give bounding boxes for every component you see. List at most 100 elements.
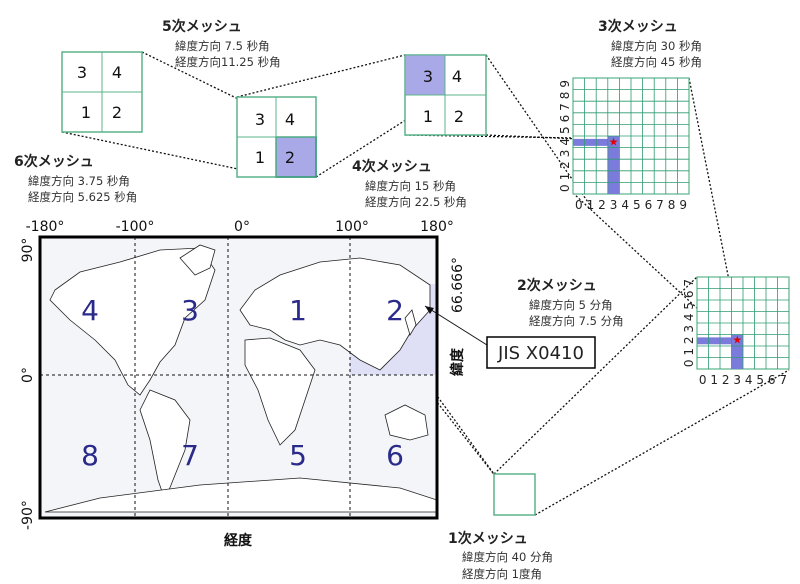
mesh3-lon: 経度方向 45 秒角 [611,55,702,69]
row-tick: 7 [682,279,696,287]
mesh6-grid: 3 4 1 2 [61,51,143,133]
arrow-icon [425,306,434,314]
callout-pointer [424,305,488,346]
mesh5-grid: 3 4 1 2 [236,96,317,178]
continents [44,244,438,513]
zone-label: 6 [386,439,404,472]
mesh6-cell: 4 [112,63,122,82]
row-tick: 5 [558,126,572,134]
row-tick: 3 [682,325,696,333]
row-tick: 2 [558,161,572,169]
row-tick: 0 [558,184,572,192]
row-tick: 1 [558,173,572,181]
mesh5-cell: 3 [255,110,265,129]
mesh6-cell: 1 [81,103,91,122]
row-tick: 1 [682,348,696,356]
row-bar [697,337,738,345]
column-tick: 1 [587,198,595,212]
mesh6-title: 6次メッシュ [14,153,94,170]
column-tick: 7 [656,198,664,212]
y-tick: 90° [20,238,36,263]
mesh5-highlight [275,136,317,178]
zone-label: 3 [181,294,199,327]
zone-label: 2 [386,294,404,327]
column-bar [607,136,620,194]
mesh3-lat: 緯度方向 30 秒角 [611,39,702,53]
column-tick: 5 [633,198,641,212]
mesh4-title: 4次メッシュ [352,158,432,175]
column-tick: 4 [745,373,753,387]
star-icon: ★ [732,334,742,347]
mesh5-lat: 緯度方向 7.5 秒角 [175,39,270,53]
mesh2-grid: ★ [696,276,790,370]
mesh4-cell: 4 [452,67,462,86]
row-tick: 9 [558,80,572,88]
row-bar [573,138,614,146]
mesh2-lat: 緯度方向 5 分角 [529,298,613,312]
mesh5-title: 5次メッシュ [162,18,242,35]
mesh4-cell: 1 [423,107,433,126]
mesh6-lat: 緯度方向 3.75 秒角 [28,174,130,188]
row-tick: 5 [682,302,696,310]
mesh5-cell: 1 [255,148,265,167]
callout-text: JIS X0410 [497,343,584,364]
column-bar [731,334,743,369]
mesh4-grid: 3 4 1 2 [404,54,487,136]
zone-label: 5 [289,439,307,472]
column-tick: 5 [756,373,764,387]
mesh4-cell: 2 [454,107,464,126]
row-tick: 7 [558,103,572,111]
mesh5-cell: 2 [285,148,295,167]
zone-label: 7 [181,439,199,472]
y-tick: 0° [20,367,36,383]
mesh3-title: 3次メッシュ [598,18,678,35]
column-tick: 0 [575,198,583,212]
row-tick: 0 [682,359,696,367]
map-frame [38,235,439,520]
column-tick: 9 [679,198,687,212]
zone-label: 1 [289,294,307,327]
row-tick: 8 [558,92,572,100]
zone-label: 8 [81,439,99,472]
zone-boundaries [40,237,437,518]
x-tick: -100° [116,219,155,235]
x-tick: 0° [234,219,250,235]
row-tick: 6 [682,290,696,298]
column-tick: 4 [621,198,629,212]
column-tick: 2 [598,198,606,212]
row-tick: 2 [682,336,696,344]
mesh1-lon: 経度方向 1度角 [462,567,542,581]
mesh1-title: 1次メッシュ [448,530,528,547]
column-tick: 2 [722,373,730,387]
mesh6-cell: 3 [77,63,87,82]
right-tick: 66.666° [450,257,466,313]
column-tick: 3 [610,198,618,212]
row-tick: 4 [682,313,696,321]
callout-box [486,336,596,369]
mesh2-title: 2次メッシュ [517,277,597,294]
mesh3-grid: ★ [572,77,690,195]
column-tick: 6 [645,198,653,212]
x-tick: 100° [335,219,369,235]
mesh5-lon: 経度方向11.25 秒角 [175,55,281,69]
y-axis-label: 緯度 [449,347,466,376]
column-tick: 1 [710,373,718,387]
column-tick: 3 [733,373,741,387]
row-tick: 6 [558,115,572,123]
mesh6-lon: 経度方向 5.625 秒角 [28,190,137,204]
row-tick: 3 [558,150,572,158]
row-tick: 4 [558,138,572,146]
mesh4-lon: 経度方向 22.5 秒角 [365,195,467,209]
y-tick: -90° [20,500,36,530]
column-tick: 6 [768,373,776,387]
mesh1-lat: 緯度方向 40 分角 [462,550,553,564]
x-tick: -180° [26,219,65,235]
x-axis-label: 経度 [224,532,253,549]
column-tick: 8 [668,198,676,212]
column-tick: 0 [699,373,707,387]
zone-label: 4 [81,294,99,327]
world-map: 4 3 1 2 8 7 5 6 [38,235,439,520]
